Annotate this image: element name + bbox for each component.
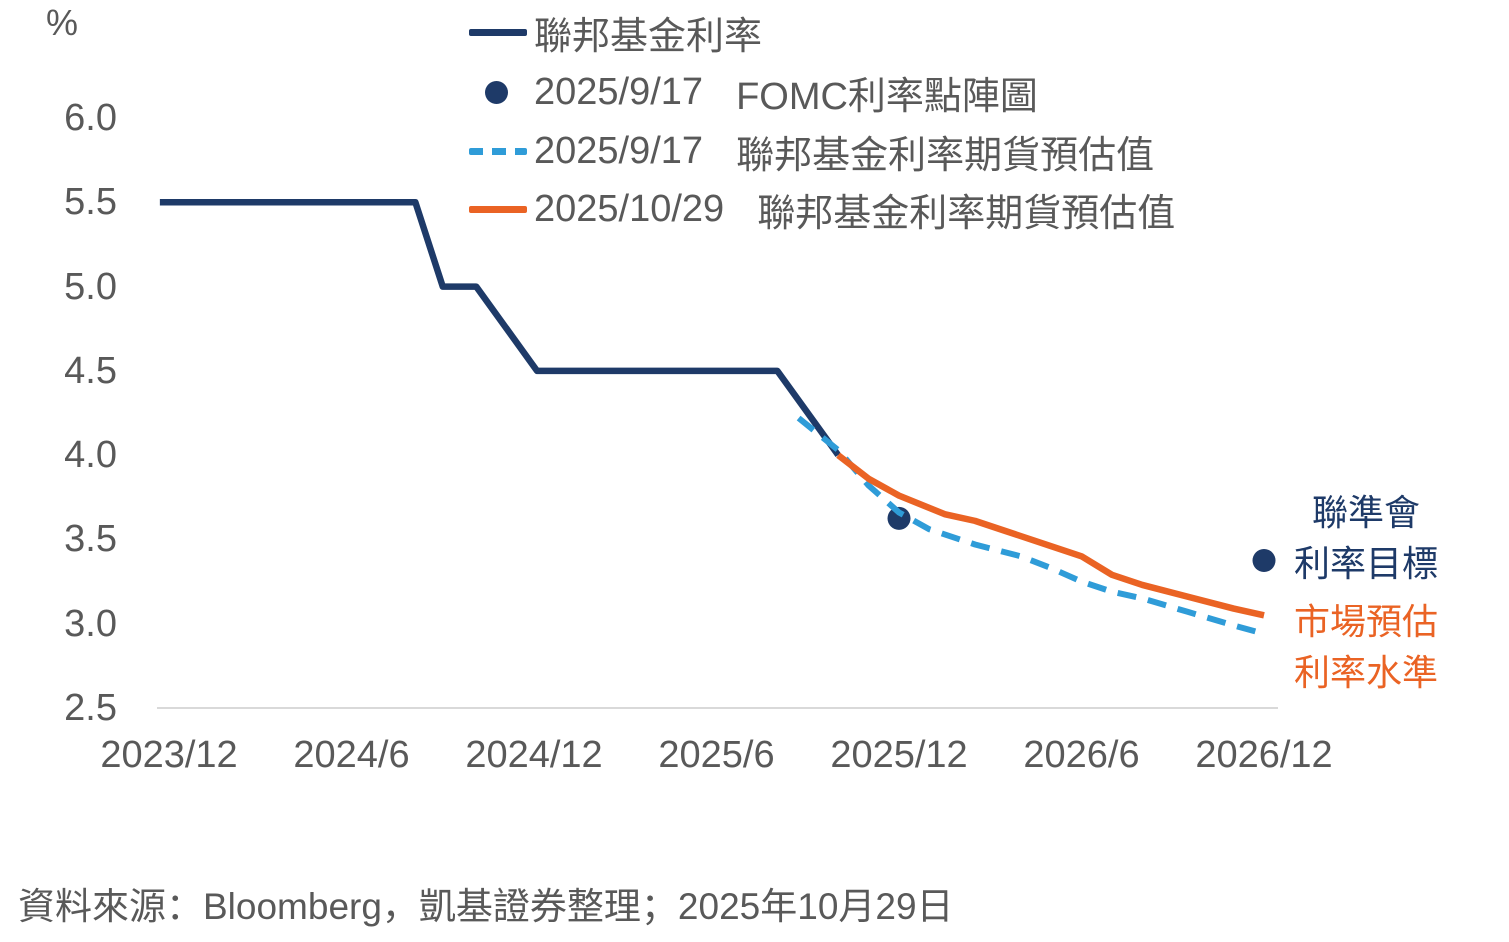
y-axis-unit-label: % xyxy=(45,2,78,43)
line-swatch-icon xyxy=(469,29,527,36)
series--line xyxy=(159,199,841,458)
annotation-fed-rate-target: 聯準會 利率目標 xyxy=(1266,487,1466,589)
annotation-line: 市場預估 xyxy=(1293,601,1438,642)
x-axis-tick-label: 2023/12 xyxy=(100,734,238,776)
legend-item-label: 聯邦基金利率期貨預估值 xyxy=(757,192,1176,235)
annotation-market-estimated-rate: 市場預估 利率水準 xyxy=(1266,596,1466,698)
legend-solid-line-marker-icon xyxy=(467,197,529,221)
y-axis-tick-label: 2.5 xyxy=(64,687,117,729)
legend-solid-line-marker-icon xyxy=(467,20,529,44)
legend-item: 2025/9/17 聯邦基金利率期貨預估值 xyxy=(467,127,1154,177)
annotation-line: 利率目標 xyxy=(1293,543,1438,584)
y-axis-tick-label: 3.0 xyxy=(64,602,117,645)
y-axis-tick-label: 5.5 xyxy=(64,181,117,224)
series-2025-9-17-line xyxy=(796,415,1265,637)
x-axis-tick-label: 2024/6 xyxy=(293,734,410,776)
legend-item-label: FOMC利率點陣圖 xyxy=(736,75,1038,118)
legend-dashed-line-marker-icon xyxy=(467,139,529,163)
y-axis-tick-label: 4.5 xyxy=(64,349,117,392)
y-axis-tick-label: 6.0 xyxy=(64,97,117,139)
legend-item-label: 聯邦基金利率期貨預估值 xyxy=(736,134,1155,177)
line-swatch-icon xyxy=(469,148,527,155)
legend-dot-marker-icon xyxy=(467,80,529,104)
legend-item-label: 聯邦基金利率 xyxy=(534,15,763,58)
x-axis-tick-label: 2025/6 xyxy=(658,734,775,776)
x-axis-tick-label: 2024/12 xyxy=(465,734,603,776)
dot-icon xyxy=(485,81,508,104)
annotation-line: 利率水準 xyxy=(1293,652,1438,693)
source-note: 資料來源：Bloomberg，凱基證券整理；2025年10月29日 xyxy=(18,886,954,927)
legend-item: 聯邦基金利率 xyxy=(467,8,762,58)
x-axis-tick-label: 2025/12 xyxy=(830,734,968,776)
fomc-dot-marker xyxy=(887,506,911,530)
y-axis-tick-label: 3.5 xyxy=(64,518,117,561)
x-axis-tick-label: 2026/6 xyxy=(1023,734,1140,776)
fomc-dot-marker xyxy=(1252,549,1276,572)
y-axis-tick-label: 5.0 xyxy=(64,265,117,308)
legend-item: 2025/10/29 聯邦基金利率期貨預估值 xyxy=(467,185,1175,235)
line-swatch-icon xyxy=(469,206,527,213)
annotation-line: 聯準會 xyxy=(1311,492,1420,533)
legend-item: 2025/9/17 FOMC利率點陣圖 xyxy=(467,68,1038,118)
series-2025-10-29-line xyxy=(836,452,1265,619)
legend-item-date: 2025/10/29 xyxy=(534,187,725,230)
legend-item-date: 2025/9/17 xyxy=(534,129,704,172)
x-axis-tick-label: 2026/12 xyxy=(1195,734,1333,776)
y-axis-tick-label: 4.0 xyxy=(64,434,117,477)
legend-item-date: 2025/9/17 xyxy=(534,70,704,113)
